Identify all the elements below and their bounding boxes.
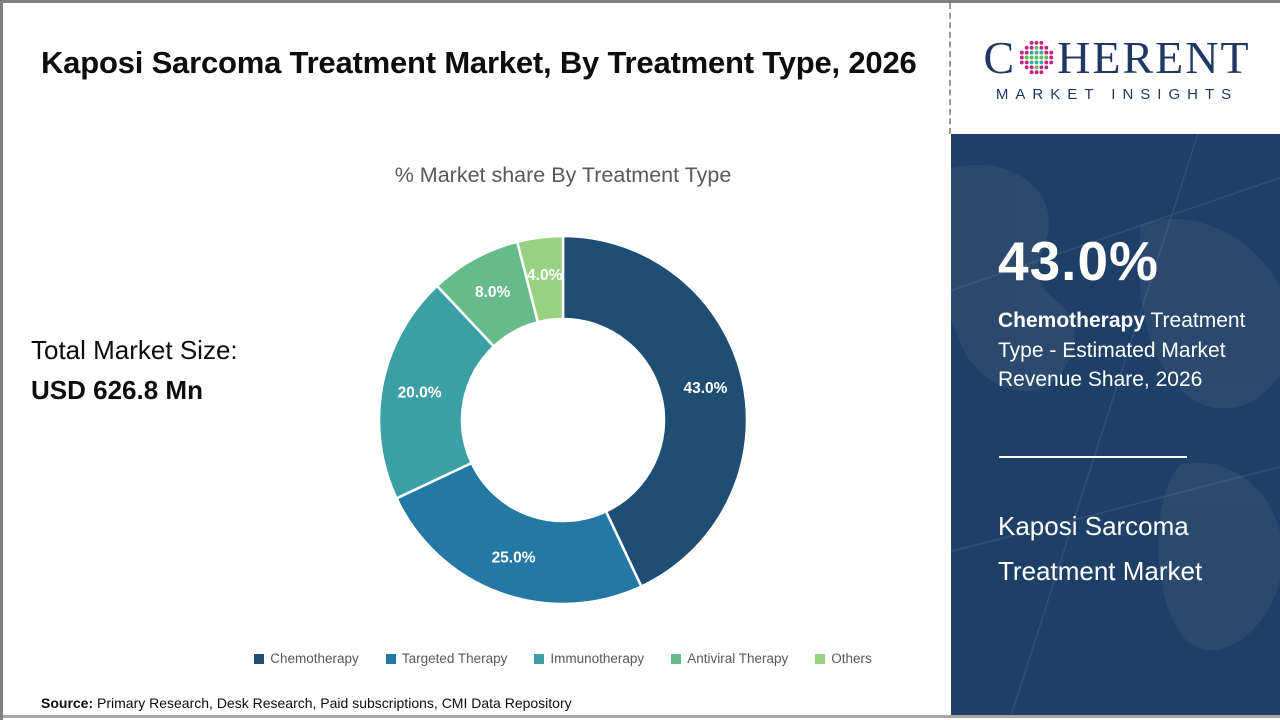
- market-name-line1: Kaposi Sarcoma: [998, 511, 1189, 541]
- total-market-value: USD 626.8 Mn: [31, 375, 203, 405]
- legend-swatch-icon: [671, 653, 682, 664]
- globe-dot: [1039, 55, 1044, 60]
- globe-dot: [1024, 50, 1029, 55]
- globe-dots-icon: [1019, 40, 1054, 75]
- chart-legend: Chemotherapy Targeted Therapy Immunotherap…: [173, 651, 953, 666]
- legend-swatch-icon: [815, 653, 826, 664]
- page-title: Kaposi Sarcoma Treatment Market, By Trea…: [41, 45, 917, 80]
- globe-dot: [1039, 45, 1044, 50]
- bottom-divider: [3, 715, 1280, 718]
- sidebar-stat-segment: Chemotherapy: [998, 309, 1146, 332]
- sidebar-stat-value: 43.0%: [998, 230, 1159, 292]
- globe-dot: [1044, 55, 1049, 60]
- globe-dot: [1019, 60, 1024, 65]
- legend-label: Chemotherapy: [270, 651, 359, 666]
- world-map-texture: [951, 134, 1280, 716]
- sidebar-divider: [999, 456, 1187, 458]
- chart-title: % Market share By Treatment Type: [394, 163, 732, 187]
- globe-dot: [1034, 50, 1039, 55]
- globe-dot: [1034, 55, 1039, 60]
- logo-letter-c: C: [983, 31, 1017, 83]
- globe-dot: [1024, 65, 1029, 70]
- donut-slice-immunotherapy: [377, 284, 496, 501]
- globe-dot: [1049, 60, 1054, 65]
- globe-dot: [1039, 60, 1044, 65]
- globe-dot: [1044, 50, 1049, 55]
- legend-swatch-icon: [254, 653, 265, 664]
- source-label: Source:: [41, 695, 94, 711]
- globe-dot: [1029, 40, 1034, 45]
- globe-dot: [1029, 45, 1034, 50]
- globe-dot: [1039, 65, 1044, 70]
- total-market-label: Total Market Size:: [31, 335, 238, 365]
- sidebar-stat-rest: Treatment Type - Estimated Market Revenu…: [998, 309, 1246, 391]
- market-name-line2: Treatment Market: [998, 556, 1203, 586]
- globe-dot: [1039, 50, 1044, 55]
- globe-dot: [1034, 45, 1039, 50]
- globe-dot: [1029, 65, 1034, 70]
- globe-dot: [1019, 50, 1024, 55]
- donut-data-label: 43.0%: [684, 380, 728, 397]
- globe-dot: [1039, 70, 1044, 75]
- legend-item-others: Others: [815, 651, 872, 666]
- legend-item-antiviral-therapy: Antiviral Therapy: [671, 651, 788, 666]
- legend-item-targeted-therapy: Targeted Therapy: [385, 651, 508, 666]
- legend-label: Others: [831, 651, 872, 666]
- globe-dot: [1044, 45, 1049, 50]
- donut-data-label: 8.0%: [475, 284, 511, 301]
- legend-swatch-icon: [534, 653, 545, 664]
- globe-dot: [1039, 40, 1044, 45]
- legend-item-immunotherapy: Immunotherapy: [534, 651, 644, 666]
- globe-dot: [1029, 70, 1034, 75]
- legend-item-chemotherapy: Chemotherapy: [254, 651, 359, 666]
- legend-swatch-icon: [385, 653, 396, 664]
- globe-dot: [1049, 55, 1054, 60]
- legend-label: Targeted Therapy: [401, 651, 508, 666]
- logo-letters-herent: HERENT: [1057, 31, 1251, 83]
- globe-dot: [1034, 65, 1039, 70]
- globe-dot: [1019, 55, 1024, 60]
- logo-wordmark: C HERENT: [983, 31, 1251, 83]
- globe-dot: [1029, 60, 1034, 65]
- globe-dot: [1024, 45, 1029, 50]
- globe-dot: [1029, 55, 1034, 60]
- globe-dot: [1049, 50, 1054, 55]
- source-text: Primary Research, Desk Research, Paid su…: [93, 695, 572, 711]
- brand-logo: C HERENT MARKET INSIGHTS: [949, 3, 1280, 134]
- highlight-sidebar: 43.0% Chemotherapy Treatment Type - Esti…: [951, 134, 1280, 716]
- donut-chart: 43.0% 25.0% 20.0% 8.0% 4.0%: [377, 234, 749, 606]
- globe-dot: [1044, 65, 1049, 70]
- donut-data-label: 20.0%: [398, 385, 442, 402]
- legend-label: Immunotherapy: [550, 651, 645, 666]
- donut-slice-chemotherapy: [561, 234, 749, 589]
- globe-dot: [1034, 40, 1039, 45]
- logo-subtitle: MARKET INSIGHTS: [995, 85, 1239, 103]
- sidebar-stat-description: Chemotherapy Treatment Type - Estimated …: [998, 306, 1260, 395]
- total-market-block: Total Market Size: USD 626.8 Mn: [31, 330, 238, 410]
- donut-slice-targeted-therapy: [394, 461, 644, 606]
- globe-dot: [1044, 60, 1049, 65]
- globe-dot: [1029, 50, 1034, 55]
- globe-dot: [1034, 60, 1039, 65]
- chart-area: % Market share By Treatment Type Chemoth…: [173, 3, 953, 720]
- globe-dot: [1034, 70, 1039, 75]
- donut-data-label: 4.0%: [527, 267, 563, 284]
- donut-data-label: 25.0%: [492, 549, 536, 566]
- globe-dot: [1024, 55, 1029, 60]
- source-note: Source: Primary Research, Desk Research,…: [41, 695, 572, 711]
- donut-slice-others: [515, 234, 565, 324]
- globe-dot: [1024, 60, 1029, 65]
- legend-label: Antiviral Therapy: [687, 651, 789, 666]
- sidebar-market-name: Kaposi Sarcoma Treatment Market: [998, 504, 1202, 594]
